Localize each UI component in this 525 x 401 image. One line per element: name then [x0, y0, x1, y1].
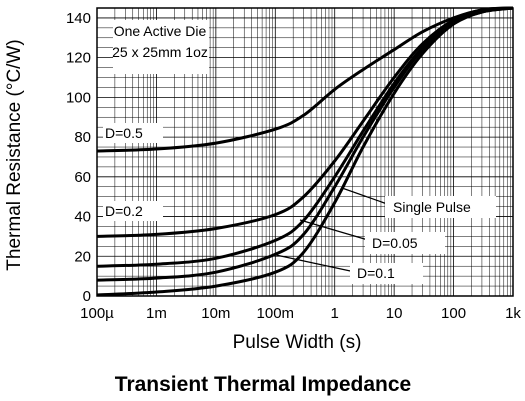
y-tick-label: 140 — [66, 10, 91, 27]
y-axis-label: Thermal Resistance (°C/W) — [4, 39, 25, 270]
chart-title: Transient Thermal Impedance — [115, 373, 411, 396]
x-tick-label: 1m — [146, 305, 167, 322]
annotation-label: D=0.05 — [372, 235, 418, 251]
annotation-leaders — [275, 187, 391, 273]
annotation-label: D=0.5 — [105, 125, 143, 141]
annotation-label: D=0.1 — [357, 265, 395, 281]
x-tick-label: 100 — [441, 305, 466, 322]
x-tick-label: 100µ — [80, 305, 114, 322]
x-tick-label: 10m — [201, 305, 230, 322]
annotation-background — [103, 201, 163, 221]
series-line-single-pulse — [96, 6, 514, 297]
series-lines — [96, 6, 514, 297]
series-line-d-0-2 — [96, 6, 514, 238]
annotation-label: Single Pulse — [393, 199, 471, 215]
x-tick-label: 100m — [257, 305, 295, 322]
plot-frame — [96, 7, 514, 297]
annotation-background — [103, 123, 163, 143]
y-tick-label: 120 — [66, 50, 91, 67]
annotation-label: One Active Die — [114, 23, 207, 39]
y-tick-label: 40 — [74, 209, 91, 226]
annotation-leader-line — [275, 254, 356, 273]
x-tick-label: 10 — [386, 305, 403, 322]
annotations: One Active Die 25 x 25mm 1oz D=0.5 D=0.2 Sin… — [103, 20, 496, 284]
y-tick-label: 0 — [83, 288, 91, 305]
annotation-label: D=0.2 — [105, 203, 143, 219]
tick-labels: 100µ 1m 10m 100m 1 10 100 1k 0 20 40 60 80 100 120 140 — [66, 10, 521, 322]
annotation-leader-line — [299, 219, 369, 241]
annotation-background — [385, 196, 496, 218]
annotation-background — [113, 20, 209, 74]
series-line-d-0-1 — [96, 6, 514, 268]
y-tick-label: 60 — [74, 169, 91, 186]
x-tick-label: 1k — [505, 305, 521, 322]
y-tick-label: 20 — [74, 248, 91, 265]
y-tick-label: 80 — [74, 129, 91, 146]
annotation-background — [350, 263, 423, 284]
annotation-background — [365, 232, 445, 254]
annotation-leader-line — [341, 187, 391, 206]
x-tick-label: 1 — [331, 305, 339, 322]
y-tick-label: 100 — [66, 89, 91, 106]
annotation-label: 25 x 25mm 1oz — [112, 44, 208, 60]
x-axis-label: Pulse Width (s) — [233, 332, 362, 353]
